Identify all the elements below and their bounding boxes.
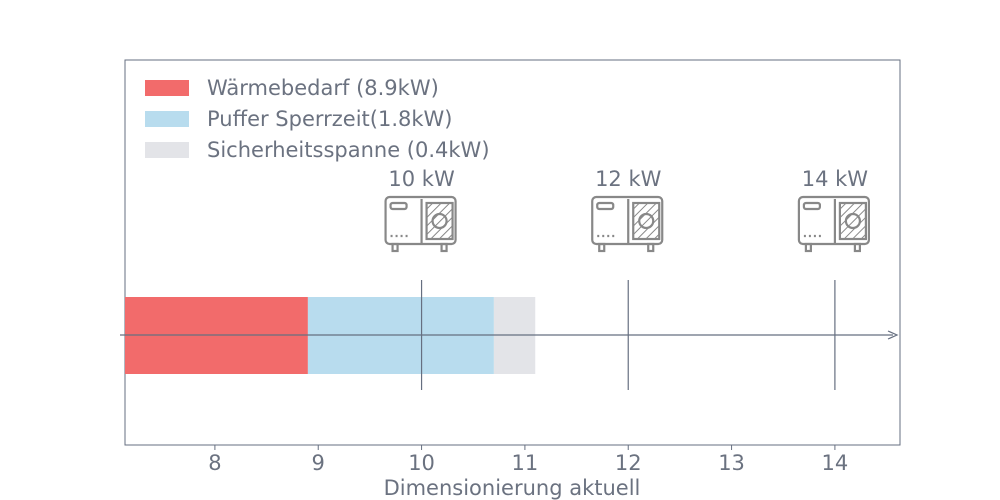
- x-tick-label: 12: [615, 451, 642, 475]
- legend-swatch: [145, 142, 189, 158]
- heat-pump-icon: [797, 195, 871, 253]
- plot-frame: [124, 59, 901, 446]
- marker-label: 14 kW: [802, 167, 869, 191]
- legend-swatch: [145, 111, 189, 127]
- x-tick-label: 14: [822, 451, 849, 475]
- heat-pump-icon: [591, 195, 664, 253]
- x-tick-label: 11: [512, 451, 539, 475]
- x-tick-label: 10: [408, 451, 435, 475]
- legend-label: Sicherheitsspanne (0.4kW): [207, 138, 490, 162]
- marker-label: 12 kW: [595, 167, 662, 191]
- x-tick-label: 13: [718, 451, 745, 475]
- x-axis-label: Dimensionierung aktuell: [384, 476, 641, 500]
- legend-label: Wärmebedarf (8.9kW): [207, 76, 439, 100]
- axis-arrow: [887, 330, 899, 340]
- legend-swatch: [145, 80, 189, 96]
- x-tick-label: 8: [208, 451, 221, 475]
- bars: [125, 297, 536, 374]
- legend-label: Puffer Sperrzeit(1.8kW): [207, 107, 453, 131]
- x-tick-label: 9: [312, 451, 325, 475]
- marker-label: 10 kW: [388, 167, 455, 191]
- heat-pump-icon: [384, 195, 457, 253]
